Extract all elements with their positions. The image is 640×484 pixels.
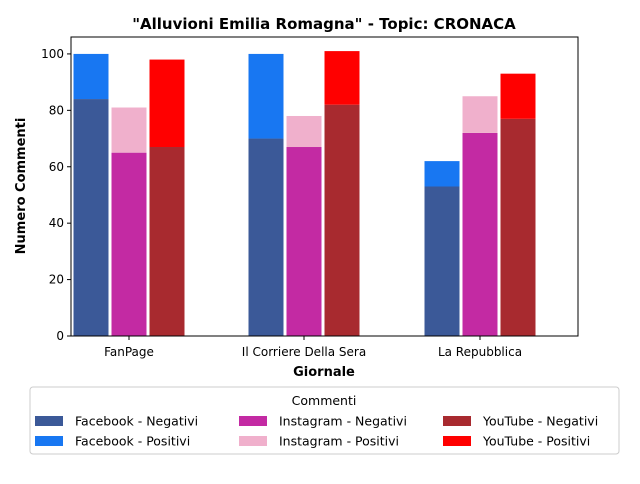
x-tick-label-la-repubblica: La Repubblica bbox=[438, 345, 522, 359]
y-tick-label: 100 bbox=[41, 47, 64, 61]
y-axis-label: Numero Commenti bbox=[14, 118, 29, 255]
legend-swatch-youtube-positivi bbox=[443, 436, 471, 446]
bar-facebook-negativi-la-repubblica bbox=[424, 186, 460, 336]
plot-frame bbox=[70, 36, 579, 337]
bar-instagram-negativi-fanpage bbox=[111, 152, 147, 336]
bar-youtube-negativi-il-corriere-della-sera bbox=[324, 104, 360, 336]
legend-label-instagram-positivi: Instagram - Positivi bbox=[279, 434, 399, 449]
y-tick-label: 40 bbox=[49, 216, 64, 230]
bar-youtube-positivi-fanpage bbox=[149, 59, 185, 148]
legend-label-instagram-negativi: Instagram - Negativi bbox=[279, 414, 407, 429]
bar-facebook-positivi-la-repubblica bbox=[424, 161, 460, 187]
legend-label-facebook-negativi: Facebook - Negativi bbox=[75, 414, 198, 429]
bar-youtube-negativi-la-repubblica bbox=[500, 118, 536, 336]
legend: Commenti Facebook - Negativi Facebook - P… bbox=[29, 386, 620, 455]
x-axis: FanPage Il Corriere Della Sera La Repubbli… bbox=[104, 336, 522, 359]
bar-youtube-positivi-la-repubblica bbox=[500, 73, 536, 119]
legend-label-youtube-negativi: YouTube - Negativi bbox=[482, 414, 598, 429]
legend-frame bbox=[29, 386, 620, 455]
legend-swatch-facebook-positivi bbox=[35, 436, 63, 446]
y-tick-label: 20 bbox=[49, 273, 64, 287]
bar-youtube-negativi-fanpage bbox=[149, 147, 185, 336]
legend-swatch-youtube-negativi bbox=[443, 416, 471, 426]
bar-instagram-negativi-la-repubblica bbox=[462, 132, 498, 336]
bars-layer bbox=[73, 51, 536, 336]
x-tick-label-fanpage: FanPage bbox=[104, 345, 154, 359]
legend-swatch-facebook-negativi bbox=[35, 416, 63, 426]
y-axis: 0 20 40 60 80 100 bbox=[41, 47, 71, 343]
bar-youtube-positivi-il-corriere-della-sera bbox=[324, 51, 360, 105]
bar-facebook-positivi-il-corriere-della-sera bbox=[248, 53, 284, 139]
y-tick-label: 0 bbox=[56, 329, 64, 343]
y-tick-label: 80 bbox=[49, 103, 64, 117]
legend-items: Facebook - Negativi Facebook - Positivi In… bbox=[35, 414, 598, 449]
bar-facebook-negativi-fanpage bbox=[73, 99, 109, 336]
chart-title: "Alluvioni Emilia Romagna" - Topic: CRON… bbox=[132, 15, 516, 33]
legend-swatch-instagram-negativi bbox=[239, 416, 267, 426]
bar-instagram-positivi-la-repubblica bbox=[462, 96, 498, 133]
y-tick-label: 60 bbox=[49, 160, 64, 174]
bar-instagram-positivi-fanpage bbox=[111, 107, 147, 153]
bar-instagram-positivi-il-corriere-della-sera bbox=[286, 115, 322, 148]
legend-swatch-instagram-positivi bbox=[239, 436, 267, 446]
x-tick-label-il-corriere-della-sera: Il Corriere Della Sera bbox=[242, 345, 366, 359]
legend-label-youtube-positivi: YouTube - Positivi bbox=[482, 434, 590, 449]
legend-title: Commenti bbox=[292, 393, 357, 408]
x-axis-label: Giornale bbox=[293, 365, 355, 380]
bar-facebook-positivi-fanpage bbox=[73, 53, 109, 100]
legend-label-facebook-positivi: Facebook - Positivi bbox=[75, 434, 190, 449]
bar-instagram-negativi-il-corriere-della-sera bbox=[286, 147, 322, 336]
bar-facebook-negativi-il-corriere-della-sera bbox=[248, 138, 284, 336]
